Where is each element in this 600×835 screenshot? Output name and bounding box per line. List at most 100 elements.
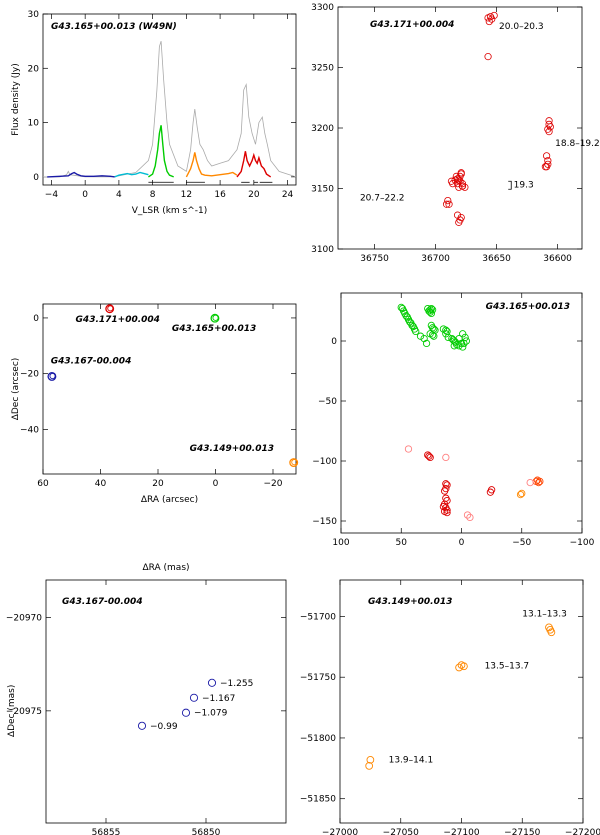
maser-spot: [455, 176, 463, 184]
y-tick-label: −50: [318, 397, 337, 407]
maser-spot: [425, 452, 433, 460]
velocity-annotation: 18.8–19.2: [555, 139, 600, 149]
x-tick-label: 0: [459, 538, 465, 548]
y-tick-label: −100: [312, 457, 337, 467]
panel-g43149: −27000 −27050 −27100 −27150 −27200 −51700 −517…: [300, 579, 600, 835]
maser-spot: [456, 177, 464, 185]
series-line: [236, 151, 272, 178]
x-axis-label: ΔRA (arcsec): [141, 495, 198, 505]
maser-spot: [181, 708, 191, 717]
maser-spot: [189, 693, 199, 702]
x-tick-label: 20: [248, 190, 260, 200]
source-marker-inner: [49, 373, 56, 380]
maser-spot: [402, 312, 410, 320]
velocity-annotation: 13.9–14.1: [389, 755, 434, 765]
maser-spot: [536, 477, 544, 486]
velocity-label: −1.255: [220, 679, 253, 689]
x-tick-label: 36650: [482, 254, 511, 264]
maser-spot: [365, 762, 374, 770]
source-marker: [289, 458, 299, 468]
y-tick-label: 3200: [311, 124, 334, 134]
x-tick-label: 20: [152, 479, 164, 489]
x-tick-label: −27150: [504, 828, 540, 835]
maser-spot: [457, 170, 465, 178]
x-axis-label: V_LSR (km s^-1): [132, 206, 208, 216]
y-tick-label: −51750: [300, 673, 336, 683]
maser-spot: [428, 324, 437, 332]
x-tick-label: −27200: [565, 828, 600, 835]
source-label: G43.171+00.004: [76, 315, 160, 325]
x-tick-label: −4: [45, 190, 59, 200]
x-tick-label: −27100: [443, 828, 479, 835]
maser-spot: [404, 445, 413, 453]
y-tick-label: 10: [28, 119, 40, 129]
panel-g43167: 56855 56850 −20970 −20975 −1.255 −1.167 −1.079…: [6, 579, 287, 835]
maser-spot: [545, 128, 553, 136]
maser-spot: [484, 53, 492, 61]
x-tick-label: 12: [181, 190, 192, 200]
maser-spot: [547, 628, 556, 637]
velocity-annotation: 13.5–13.7: [485, 662, 530, 672]
velocity-annotation: 20.0–20.3: [499, 22, 544, 32]
chart-title: G43.165+00.013: [486, 302, 570, 312]
plot-frame: [42, 303, 297, 475]
panel-g43165: 100 50 0 −50 −100 0 −50 −100 −150 G43.165+00.013: [312, 292, 595, 548]
y-tick-label: 3250: [311, 64, 334, 74]
maser-spot: [397, 303, 405, 312]
maser-spot: [430, 332, 438, 340]
chart-title: G43.167-00.004: [62, 597, 143, 607]
maser-spot: [457, 661, 466, 669]
source-label: G43.165+00.013: [172, 324, 256, 334]
x-tick-label: 24: [282, 190, 294, 200]
velocity-label: −1.079: [194, 709, 228, 719]
y-tick-label: −40: [20, 425, 39, 435]
source-marker: [105, 304, 115, 314]
x-tick-label: −50: [512, 538, 531, 548]
y-tick-label: 3100: [311, 245, 334, 255]
maser-spot: [422, 339, 431, 348]
x-tick-label: 56850: [192, 828, 221, 835]
x-tick-label: −27050: [383, 828, 419, 835]
maser-spot: [453, 211, 462, 219]
maser-spot: [427, 304, 436, 313]
maser-spot: [442, 480, 450, 488]
chart-title: G43.171+00.004: [370, 20, 454, 30]
x-tick-label: 60: [37, 479, 49, 489]
x-tick-label: 50: [396, 538, 408, 548]
y-axis-label: ΔDec (mas): [7, 685, 17, 737]
maser-spot: [408, 321, 416, 330]
maser-spot: [486, 488, 495, 496]
series-line: [148, 125, 174, 178]
maser-spot: [462, 337, 470, 345]
series-line: [185, 152, 238, 178]
y-axis-label: Flux density (Jy): [11, 63, 21, 135]
bracket: [508, 180, 512, 190]
maser-spot: [455, 218, 463, 226]
maser-spot: [442, 326, 450, 334]
maser-spot: [426, 308, 434, 316]
maser-spot: [516, 490, 525, 499]
maser-spot: [442, 330, 450, 338]
maser-spot: [545, 117, 553, 125]
chart-title: G43.165+00.013 (W49N): [51, 22, 177, 32]
y-axis-label: ΔDec (arcsec): [11, 358, 21, 421]
maser-spot: [425, 307, 433, 315]
series-line: [114, 171, 149, 178]
maser-spot: [463, 511, 472, 519]
maser-spot: [450, 342, 458, 350]
x-tick-label: −100: [570, 538, 595, 548]
maser-spot: [412, 327, 420, 336]
x-tick-label: 100: [332, 538, 349, 548]
source-label: G43.149+00.013: [190, 444, 274, 454]
source-marker: [210, 313, 220, 323]
x-tick-label: −27000: [322, 828, 358, 835]
y-tick-label: 20: [28, 64, 40, 74]
x-tick-label: 0: [82, 190, 88, 200]
maser-spot: [546, 123, 554, 131]
maser-spot: [455, 334, 463, 343]
x-tick-label: 36750: [360, 254, 389, 264]
maser-spot: [443, 508, 451, 517]
source-label: G43.167-00.004: [51, 356, 132, 366]
x-tick-label: 0: [213, 479, 219, 489]
maser-spot: [445, 200, 453, 208]
